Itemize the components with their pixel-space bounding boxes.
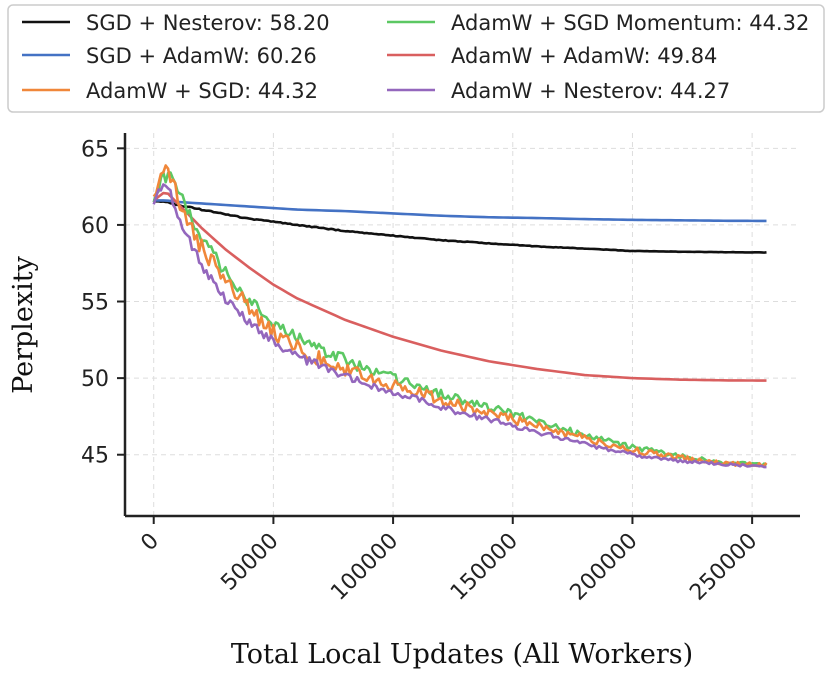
x-tick-label: 150000	[446, 529, 523, 606]
x-tick-label: 200000	[566, 529, 643, 606]
legend-label-5: AdamW + Nesterov: 44.27	[451, 79, 730, 103]
legend-label-2: AdamW + SGD: 44.32	[86, 79, 318, 103]
legend: SGD + Nesterov: 58.20 SGD + AdamW: 60.26 A…	[7, 4, 825, 113]
x-tick-label: 100000	[326, 529, 403, 606]
y-tick-label: 50	[81, 367, 109, 392]
series-line-2	[152, 164, 768, 468]
y-tick-label: 45	[81, 444, 109, 469]
legend-label-3: AdamW + SGD Momentum: 44.32	[451, 11, 809, 35]
legend-label-1: SGD + AdamW: 60.26	[86, 44, 317, 68]
series-line-5	[152, 183, 767, 469]
series-line-4	[152, 191, 767, 382]
x-tick-label: 250000	[685, 529, 762, 606]
x-tick-label: 50000	[216, 529, 283, 596]
series-line-1	[153, 199, 767, 223]
legend-label-0: SGD + Nesterov: 58.20	[86, 11, 330, 35]
x-ticks: 0 50000 100000 150000 200000 250000	[136, 516, 762, 606]
x-tick-label: 0	[136, 529, 164, 557]
x-axis-title: Total Local Updates (All Workers)	[231, 639, 693, 670]
y-tick-label: 60	[81, 214, 109, 239]
legend-label-4: AdamW + AdamW: 49.84	[451, 44, 717, 68]
legend-frame	[7, 4, 825, 113]
series-line-3	[152, 170, 768, 468]
y-tick-label: 65	[81, 137, 109, 162]
series-lines	[152, 164, 768, 469]
series-line-0	[153, 199, 767, 254]
y-tick-label: 55	[81, 291, 109, 316]
y-ticks: 45 50 55 60 65	[81, 137, 125, 469]
y-axis-title: Perplexity	[8, 255, 39, 393]
